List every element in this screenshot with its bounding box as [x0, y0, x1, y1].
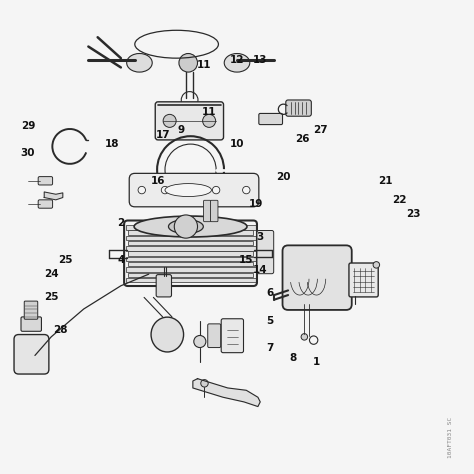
Polygon shape [193, 379, 260, 407]
Ellipse shape [134, 216, 247, 237]
FancyBboxPatch shape [210, 201, 218, 222]
FancyBboxPatch shape [129, 173, 259, 207]
Circle shape [179, 54, 198, 72]
Circle shape [194, 336, 206, 347]
FancyBboxPatch shape [257, 230, 273, 273]
FancyBboxPatch shape [203, 201, 211, 222]
Circle shape [174, 215, 198, 238]
Ellipse shape [168, 219, 203, 234]
FancyBboxPatch shape [14, 335, 49, 374]
FancyBboxPatch shape [38, 177, 53, 185]
FancyBboxPatch shape [286, 100, 311, 116]
FancyBboxPatch shape [126, 225, 255, 229]
Text: 22: 22 [392, 195, 407, 205]
Circle shape [202, 114, 216, 128]
Ellipse shape [151, 317, 183, 352]
Ellipse shape [165, 183, 211, 197]
Text: 9: 9 [178, 125, 185, 135]
Text: 18: 18 [104, 139, 119, 149]
FancyBboxPatch shape [126, 267, 255, 272]
Text: 29: 29 [21, 120, 35, 130]
Text: 2: 2 [117, 218, 125, 228]
Text: 21: 21 [378, 176, 393, 186]
Circle shape [212, 186, 220, 194]
Text: 15: 15 [239, 255, 254, 265]
Text: 19: 19 [248, 200, 263, 210]
FancyBboxPatch shape [221, 319, 244, 353]
Circle shape [163, 114, 176, 128]
Text: 6: 6 [266, 288, 273, 298]
Text: 27: 27 [313, 125, 328, 135]
Circle shape [138, 186, 146, 194]
Text: 28: 28 [53, 325, 68, 335]
Circle shape [243, 186, 250, 194]
Circle shape [373, 262, 380, 268]
Circle shape [201, 380, 208, 387]
FancyBboxPatch shape [156, 274, 172, 297]
Text: 1: 1 [312, 357, 319, 367]
FancyBboxPatch shape [126, 257, 255, 261]
FancyBboxPatch shape [208, 324, 221, 347]
Text: 10AFT031 SC: 10AFT031 SC [448, 416, 453, 458]
Text: 10: 10 [230, 139, 244, 149]
Text: 23: 23 [406, 209, 421, 219]
FancyBboxPatch shape [128, 241, 253, 246]
Text: 11: 11 [202, 107, 216, 117]
FancyBboxPatch shape [259, 113, 283, 125]
Text: 5: 5 [266, 316, 273, 326]
FancyBboxPatch shape [128, 262, 253, 266]
Text: 30: 30 [21, 148, 35, 158]
Text: 17: 17 [155, 130, 170, 140]
FancyBboxPatch shape [349, 263, 378, 297]
FancyBboxPatch shape [126, 246, 255, 251]
Text: 4: 4 [117, 255, 125, 265]
Circle shape [161, 186, 169, 194]
FancyBboxPatch shape [38, 200, 53, 208]
FancyBboxPatch shape [21, 317, 41, 331]
Text: 11: 11 [197, 60, 212, 70]
FancyBboxPatch shape [128, 251, 253, 256]
Text: 25: 25 [44, 292, 58, 302]
Circle shape [301, 334, 308, 340]
Text: 7: 7 [266, 344, 273, 354]
Text: 8: 8 [289, 353, 296, 363]
Text: 20: 20 [276, 172, 291, 182]
Text: 24: 24 [44, 269, 58, 279]
FancyBboxPatch shape [126, 278, 255, 283]
Text: 13: 13 [253, 55, 267, 65]
Text: 25: 25 [58, 255, 73, 265]
Text: 16: 16 [151, 176, 165, 186]
FancyBboxPatch shape [155, 102, 224, 140]
Text: 12: 12 [230, 55, 244, 65]
Polygon shape [44, 192, 63, 200]
FancyBboxPatch shape [24, 301, 38, 319]
Ellipse shape [127, 54, 152, 72]
Ellipse shape [224, 54, 250, 72]
Text: 3: 3 [256, 232, 264, 242]
Text: 26: 26 [295, 135, 309, 145]
FancyBboxPatch shape [128, 230, 253, 235]
FancyBboxPatch shape [126, 236, 255, 240]
FancyBboxPatch shape [128, 273, 253, 277]
FancyBboxPatch shape [283, 246, 352, 310]
Text: 14: 14 [253, 264, 267, 274]
